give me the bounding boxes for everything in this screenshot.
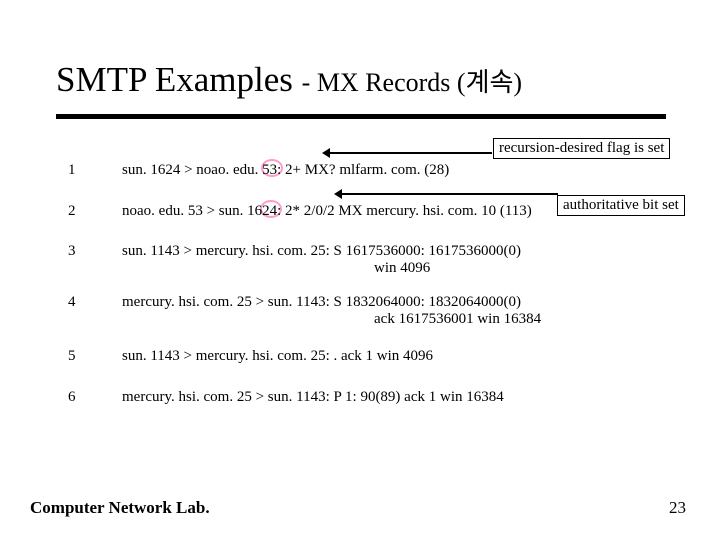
- packet-row-1: 1 sun. 1624 > noao. edu. 53: 2+ MX? mlfa…: [66, 162, 449, 179]
- title-main: SMTP Examples: [56, 60, 302, 99]
- row-number: 2: [66, 203, 122, 220]
- arrow-head-1: [322, 148, 330, 158]
- packet-row-4: 4 mercury. hsi. com. 25 > sun. 1143: S 1…: [66, 294, 541, 328]
- row-text: sun. 1624 > noao. edu. 53: 2+ MX? mlfarm…: [122, 162, 449, 179]
- row-number: 6: [66, 389, 122, 406]
- footer-lab-name: Computer Network Lab.: [30, 498, 210, 518]
- row-text: sun. 1143 > mercury. hsi. com. 25: S 161…: [122, 243, 521, 277]
- packet-row-5: 5 sun. 1143 > mercury. hsi. com. 25: . a…: [66, 348, 433, 365]
- packet-row-6: 6 mercury. hsi. com. 25 > sun. 1143: P 1…: [66, 389, 504, 406]
- arrow-line-2: [340, 193, 558, 195]
- row-text: sun. 1143 > mercury. hsi. com. 25: . ack…: [122, 348, 433, 365]
- row-number: 3: [66, 243, 122, 260]
- slide: SMTP Examples - MX Records (계속) recursio…: [0, 0, 720, 540]
- title-divider: [56, 114, 666, 119]
- row-number: 1: [66, 162, 122, 179]
- arrow-line-1: [328, 152, 492, 154]
- annotation-recursion: recursion-desired flag is set: [493, 138, 670, 159]
- row-number: 5: [66, 348, 122, 365]
- row-number: 4: [66, 294, 122, 311]
- packet-row-3: 3 sun. 1143 > mercury. hsi. com. 25: S 1…: [66, 243, 521, 277]
- row-text-line1: mercury. hsi. com. 25 > sun. 1143: S 183…: [122, 294, 521, 310]
- row-text: mercury. hsi. com. 25 > sun. 1143: P 1: …: [122, 389, 504, 406]
- row-text-line1: sun. 1143 > mercury. hsi. com. 25: S 161…: [122, 243, 521, 259]
- row-text: noao. edu. 53 > sun. 1624: 2* 2/0/2 MX m…: [122, 203, 532, 220]
- annotation-authoritative: authoritative bit set: [557, 195, 685, 216]
- row-text-line2: win 4096: [122, 260, 521, 277]
- row-text: mercury. hsi. com. 25 > sun. 1143: S 183…: [122, 294, 541, 328]
- arrow-head-2: [334, 189, 342, 199]
- packet-row-2: 2 noao. edu. 53 > sun. 1624: 2* 2/0/2 MX…: [66, 203, 532, 220]
- title-subtitle: - MX Records (계속): [302, 68, 522, 97]
- footer-page-number: 23: [669, 498, 686, 518]
- row-text-line2: ack 1617536001 win 16384: [122, 311, 541, 328]
- page-title: SMTP Examples - MX Records (계속): [56, 60, 522, 100]
